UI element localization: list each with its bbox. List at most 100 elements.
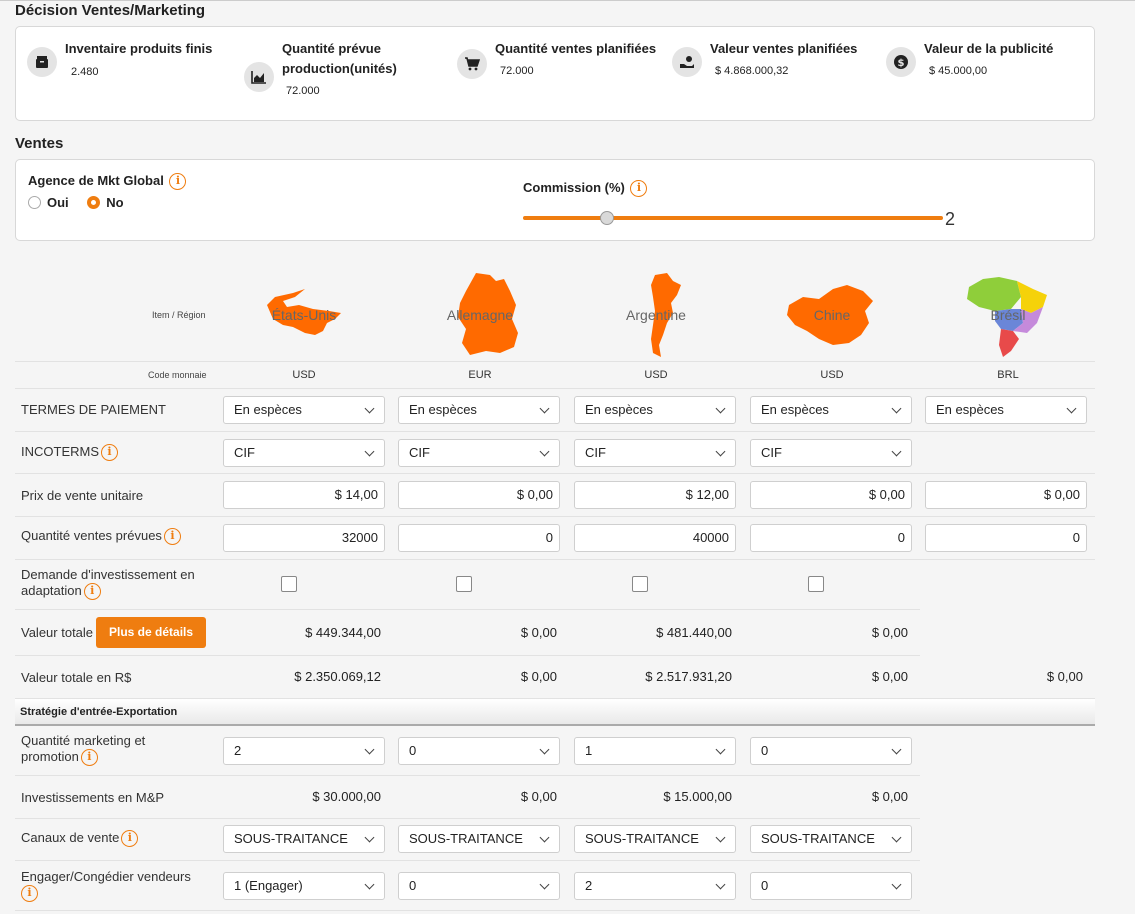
- info-icon[interactable]: i: [80, 749, 98, 767]
- total-value: $ 0,00: [520, 625, 557, 640]
- payment-select[interactable]: En espèces: [223, 396, 385, 424]
- commission-slider-thumb[interactable]: [600, 211, 614, 225]
- sales-channel-select[interactable]: SOUS-TRAITANCE: [223, 825, 385, 853]
- unit-price-input[interactable]: $ 14,00: [223, 481, 385, 509]
- planned-qty-field: Quantité ventes prévues i: [21, 528, 181, 546]
- unit-price-input[interactable]: $ 0,00: [925, 481, 1087, 509]
- incoterms-select[interactable]: CIF: [398, 439, 560, 467]
- chevron-down-icon: [891, 403, 902, 414]
- planned-qty-input[interactable]: 32000: [223, 524, 385, 552]
- info-icon[interactable]: i: [101, 444, 118, 462]
- incoterms-select[interactable]: CIF: [574, 439, 736, 467]
- radio-no-label: No: [106, 195, 124, 210]
- info-icon[interactable]: i: [163, 528, 181, 546]
- chevron-down-icon: [891, 879, 902, 890]
- payment-select[interactable]: En espèces: [925, 396, 1087, 424]
- incoterms-select[interactable]: CIF: [223, 439, 385, 467]
- total-value-row: Valeur totale Plus de détails $ 449.344,…: [15, 610, 920, 656]
- map-argentina: [651, 273, 681, 357]
- currency-label: Code monnaie: [148, 370, 207, 380]
- ventes-card: Agence de Mkt Global i Oui No Commission…: [15, 159, 1095, 241]
- adaptation-checkbox[interactable]: [632, 576, 648, 592]
- planned-qty-input[interactable]: 0: [398, 524, 560, 552]
- agency-radio-group: Oui No: [28, 195, 124, 210]
- total-value-rs: $ 0,00: [520, 669, 557, 684]
- chevron-down-icon: [539, 403, 550, 414]
- chevron-down-icon: [891, 446, 902, 457]
- adaptation-label-line2: adaptation: [21, 583, 82, 598]
- decision-summary-card: Inventaire produits finis 2.480 Quantité…: [15, 26, 1095, 121]
- region-name: Chine: [813, 307, 851, 323]
- marketing-qty-select[interactable]: 0: [398, 737, 560, 765]
- sales-channels-row: Canaux de vente i SOUS-TRAITANCE SOUS-TRA…: [15, 819, 920, 861]
- info-icon[interactable]: i: [83, 583, 101, 601]
- adaptation-checkbox[interactable]: [456, 576, 472, 592]
- planned-qty-input[interactable]: 0: [925, 524, 1087, 552]
- sellers-select[interactable]: 2: [574, 872, 736, 900]
- total-value-rs: $ 0,00: [871, 669, 908, 684]
- marketing-qty-select[interactable]: 2: [223, 737, 385, 765]
- select-value: CIF: [761, 445, 782, 460]
- adaptation-checkbox[interactable]: [808, 576, 824, 592]
- radio-no-circle[interactable]: [87, 196, 101, 209]
- unit-price-input[interactable]: $ 0,00: [750, 481, 912, 509]
- sales-channel-select[interactable]: SOUS-TRAITANCE: [398, 825, 560, 853]
- total-value: $ 481.440,00: [656, 625, 732, 640]
- sellers-select[interactable]: 0: [750, 872, 912, 900]
- planned-qty-input[interactable]: 0: [750, 524, 912, 552]
- info-icon[interactable]: i: [21, 885, 38, 903]
- select-value: SOUS-TRAITANCE: [585, 831, 699, 846]
- radio-no[interactable]: No: [87, 195, 124, 210]
- marketing-qty-select[interactable]: 1: [574, 737, 736, 765]
- stat-label: Valeur de la publicité: [924, 41, 1054, 56]
- info-icon[interactable]: i: [169, 173, 187, 191]
- adaptation-row: Demande d'investissement en adaptation i: [15, 560, 920, 610]
- payment-select[interactable]: En espèces: [574, 396, 736, 424]
- mp-investments-label: Investissements en M&P: [21, 790, 165, 805]
- select-value: En espèces: [409, 402, 477, 417]
- planned-qty-input[interactable]: 40000: [574, 524, 736, 552]
- select-value: 0: [409, 743, 417, 758]
- mp-investments-row: Investissements en M&P $ 30.000,00 $ 0,0…: [15, 776, 920, 819]
- incoterms-select[interactable]: CIF: [750, 439, 912, 467]
- ventes-title: Ventes: [15, 135, 64, 152]
- stat-label: Inventaire produits finis: [65, 41, 213, 56]
- unit-price-input[interactable]: $ 0,00: [398, 481, 560, 509]
- chevron-down-icon: [1066, 403, 1077, 414]
- sellers-select[interactable]: 1 (Engager): [223, 872, 385, 900]
- sellers-select[interactable]: 0: [398, 872, 560, 900]
- sales-channel-select[interactable]: SOUS-TRAITANCE: [750, 825, 912, 853]
- more-details-button[interactable]: Plus de détails: [96, 617, 207, 648]
- select-value: 0: [761, 878, 769, 893]
- info-icon[interactable]: i: [121, 830, 139, 848]
- region-name: Allemagne: [446, 307, 514, 323]
- stat-value: 72.000: [500, 65, 534, 77]
- payment-select[interactable]: En espèces: [398, 396, 560, 424]
- adaptation-checkbox[interactable]: [281, 576, 297, 592]
- total-value: $ 449.344,00: [305, 625, 381, 640]
- radio-yes[interactable]: Oui: [28, 195, 69, 210]
- select-value: En espèces: [761, 402, 829, 417]
- map-china: [787, 285, 873, 345]
- chevron-down-icon: [364, 744, 375, 755]
- select-value: 1 (Engager): [234, 878, 303, 893]
- total-value: $ 0,00: [871, 625, 908, 640]
- unit-price-input[interactable]: $ 12,00: [574, 481, 736, 509]
- radio-yes-label: Oui: [47, 195, 69, 210]
- marketing-qty-select[interactable]: 0: [750, 737, 912, 765]
- radio-yes-circle[interactable]: [28, 196, 41, 209]
- currency-code: USD: [820, 369, 844, 381]
- currency-code: USD: [644, 369, 668, 381]
- payment-terms-label: TERMES DE PAIEMENT: [21, 402, 166, 417]
- info-icon[interactable]: i: [630, 180, 648, 198]
- stat-label-line2: production(unités): [282, 61, 397, 76]
- commission-slider-track[interactable]: [523, 216, 943, 220]
- select-value: 2: [585, 878, 593, 893]
- sales-channel-select[interactable]: SOUS-TRAITANCE: [574, 825, 736, 853]
- mp-investment-value: $ 15.000,00: [663, 789, 732, 804]
- sales-channels-field: Canaux de vente i: [21, 830, 139, 848]
- payment-select[interactable]: En espèces: [750, 396, 912, 424]
- marketing-qty-label: Quantité marketing et: [21, 733, 146, 748]
- select-value: SOUS-TRAITANCE: [234, 831, 348, 846]
- region-name: Argentine: [626, 307, 686, 323]
